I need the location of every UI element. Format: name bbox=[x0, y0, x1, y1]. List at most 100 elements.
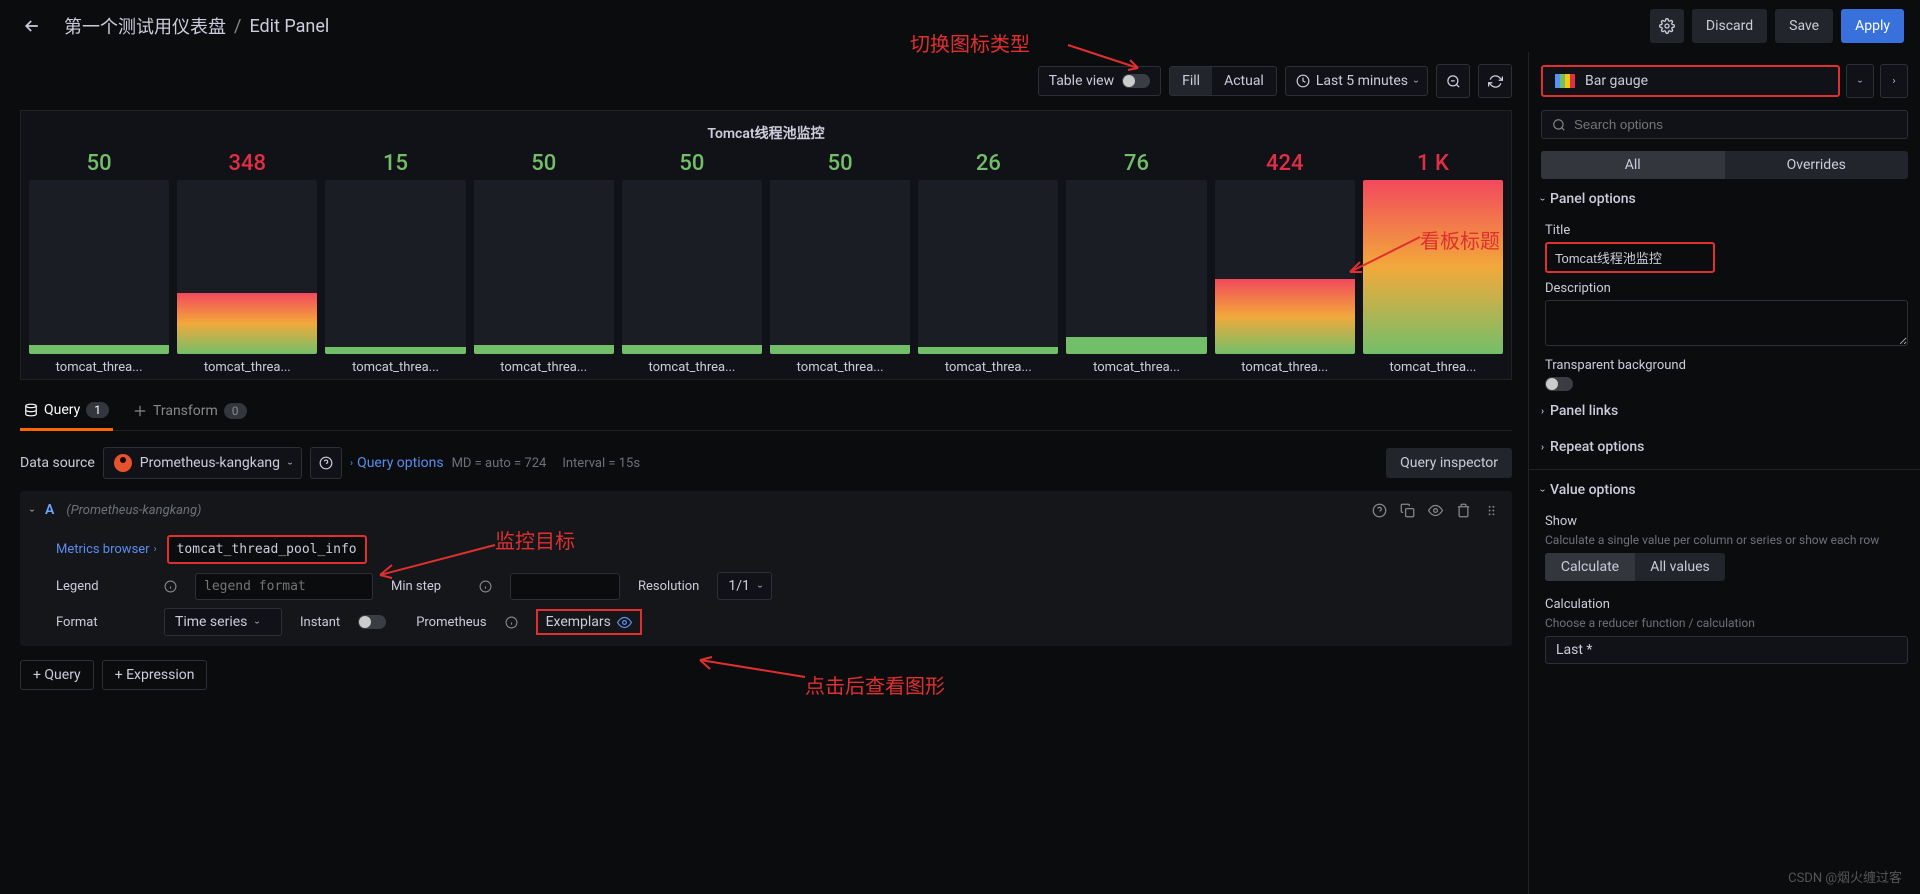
transparent-toggle[interactable] bbox=[1545, 377, 1573, 391]
title-label: Title bbox=[1545, 215, 1908, 242]
add-expression-button[interactable]: + Expression bbox=[102, 660, 208, 690]
query-inspector-button[interactable]: Query inspector bbox=[1386, 448, 1512, 478]
actual-button[interactable]: Actual bbox=[1212, 67, 1276, 95]
panel-description-input[interactable] bbox=[1545, 300, 1908, 346]
delete-query-icon[interactable] bbox=[1452, 499, 1474, 521]
datasource-label: Data source bbox=[20, 455, 95, 471]
fill-button[interactable]: Fill bbox=[1170, 67, 1212, 95]
gauge: 50 tomcat_threa... bbox=[770, 151, 910, 375]
duplicate-query-icon[interactable] bbox=[1396, 499, 1418, 521]
prometheus-icon bbox=[114, 454, 132, 472]
info-icon[interactable] bbox=[164, 580, 177, 593]
save-button[interactable]: Save bbox=[1775, 9, 1833, 43]
search-options-input[interactable] bbox=[1574, 117, 1897, 132]
tab-query-label: Query bbox=[44, 402, 80, 418]
gauge-bar-fill bbox=[1215, 279, 1355, 354]
toggle-visibility-icon[interactable] bbox=[1424, 499, 1446, 521]
options-tabs: All Overrides bbox=[1541, 151, 1908, 179]
time-range-picker[interactable]: Last 5 minutes › bbox=[1285, 66, 1428, 96]
resolution-select[interactable]: 1/1 › bbox=[717, 572, 772, 600]
query-options-toggle[interactable]: › Query options bbox=[350, 455, 444, 471]
query-expr-input[interactable] bbox=[167, 535, 367, 564]
chevron-right-icon: › bbox=[1541, 442, 1544, 453]
collapse-icon[interactable]: › bbox=[26, 508, 37, 511]
clock-icon bbox=[1296, 74, 1310, 88]
back-button[interactable] bbox=[16, 10, 48, 42]
viz-picker-next[interactable]: › bbox=[1880, 64, 1908, 98]
legend-label: Legend bbox=[56, 579, 146, 594]
gauge-value: 348 bbox=[229, 151, 267, 180]
refresh-button[interactable] bbox=[1478, 64, 1512, 98]
min-step-input[interactable] bbox=[510, 573, 620, 600]
calculation-select[interactable]: Last * bbox=[1545, 636, 1908, 664]
tab-all[interactable]: All bbox=[1541, 151, 1725, 179]
table-view-toggle[interactable]: Table view bbox=[1038, 66, 1162, 96]
section-repeat-options[interactable]: › Repeat options bbox=[1541, 427, 1908, 463]
viz-picker-expand[interactable]: › bbox=[1846, 64, 1874, 98]
visualization-picker[interactable]: Bar gauge bbox=[1541, 65, 1840, 97]
gauge: 50tomcat_threa... bbox=[29, 151, 169, 375]
section-value-options[interactable]: › Value options bbox=[1541, 470, 1908, 506]
chevron-right-icon: › bbox=[154, 544, 157, 555]
gauge: 1 Ktomcat_threa... bbox=[1363, 151, 1503, 375]
datasource-picker[interactable]: Prometheus-kangkang › bbox=[103, 447, 302, 479]
section-panel-links[interactable]: › Panel links bbox=[1541, 391, 1908, 427]
panel-title-input[interactable] bbox=[1545, 242, 1715, 273]
gauge-bar-fill bbox=[474, 345, 614, 354]
dashboard-name[interactable]: 第一个测试用仪表盘 bbox=[64, 13, 226, 39]
query-help-icon[interactable] bbox=[1368, 499, 1390, 521]
show-all-values[interactable]: All values bbox=[1635, 553, 1725, 581]
watermark: CSDN @烟火缠过客 bbox=[1788, 867, 1902, 886]
zoom-out-button[interactable] bbox=[1436, 64, 1470, 98]
query-ref-label[interactable]: A bbox=[45, 502, 54, 518]
gauge-value: 50 bbox=[679, 151, 704, 180]
chevron-down-icon: › bbox=[284, 461, 295, 464]
gauge-bar-track bbox=[177, 180, 317, 354]
format-label: Format bbox=[56, 615, 146, 630]
instant-toggle[interactable] bbox=[358, 615, 386, 629]
chevron-down-icon: › bbox=[1537, 488, 1548, 491]
time-range-label: Last 5 minutes bbox=[1316, 73, 1408, 89]
gauge-bar-track bbox=[1363, 180, 1503, 354]
gauge-label: tomcat_threa... bbox=[770, 354, 910, 375]
show-calculate[interactable]: Calculate bbox=[1545, 553, 1635, 581]
gauge-value: 15 bbox=[383, 151, 408, 180]
gauge: 76tomcat_threa... bbox=[1066, 151, 1206, 375]
tab-query[interactable]: Query 1 bbox=[20, 396, 113, 431]
fill-actual-group: Fill Actual bbox=[1169, 66, 1277, 96]
query-count-badge: 1 bbox=[86, 402, 109, 418]
gauge-value: 50 bbox=[828, 151, 853, 180]
section-panel-options[interactable]: › Panel options bbox=[1541, 179, 1908, 215]
page-name: Edit Panel bbox=[249, 16, 329, 37]
switch-icon[interactable] bbox=[1122, 74, 1150, 88]
exemplars-toggle[interactable]: Exemplars bbox=[536, 609, 642, 635]
tab-transform[interactable]: Transform 0 bbox=[129, 396, 251, 430]
tab-overrides[interactable]: Overrides bbox=[1725, 151, 1909, 179]
info-icon[interactable] bbox=[479, 580, 492, 593]
chevron-down-icon: › bbox=[1410, 79, 1421, 82]
query-row-a: › A (Prometheus-kangkang) Metrics browse… bbox=[20, 491, 1512, 646]
transform-icon bbox=[133, 404, 147, 418]
search-options[interactable] bbox=[1541, 110, 1908, 139]
search-icon bbox=[1552, 118, 1566, 132]
legend-input[interactable] bbox=[195, 573, 373, 600]
transparent-label: Transparent background bbox=[1545, 350, 1908, 377]
gauge-bar-track bbox=[1066, 180, 1206, 354]
metrics-browser-button[interactable]: Metrics browser › bbox=[56, 542, 157, 557]
gauge-bar-track bbox=[1215, 180, 1355, 354]
settings-button[interactable] bbox=[1650, 9, 1684, 43]
drag-handle-icon[interactable] bbox=[1480, 499, 1502, 521]
bar-gauge-icon bbox=[1555, 74, 1575, 88]
show-label: Show bbox=[1545, 506, 1908, 533]
add-query-button[interactable]: + Query bbox=[20, 660, 94, 690]
info-icon[interactable] bbox=[505, 616, 518, 629]
panel-preview: Tomcat线程池监控 50tomcat_threa...348tomcat_t… bbox=[20, 110, 1512, 380]
calculation-label: Calculation bbox=[1545, 589, 1908, 616]
discard-button[interactable]: Discard bbox=[1692, 9, 1767, 43]
datasource-help-button[interactable] bbox=[310, 447, 342, 479]
query-meta: MD = auto = 724 Interval = 15s bbox=[452, 456, 640, 471]
gauge-value: 50 bbox=[531, 151, 556, 180]
table-view-label: Table view bbox=[1049, 73, 1115, 89]
format-select[interactable]: Time series › bbox=[164, 608, 282, 636]
apply-button[interactable]: Apply bbox=[1841, 9, 1904, 43]
